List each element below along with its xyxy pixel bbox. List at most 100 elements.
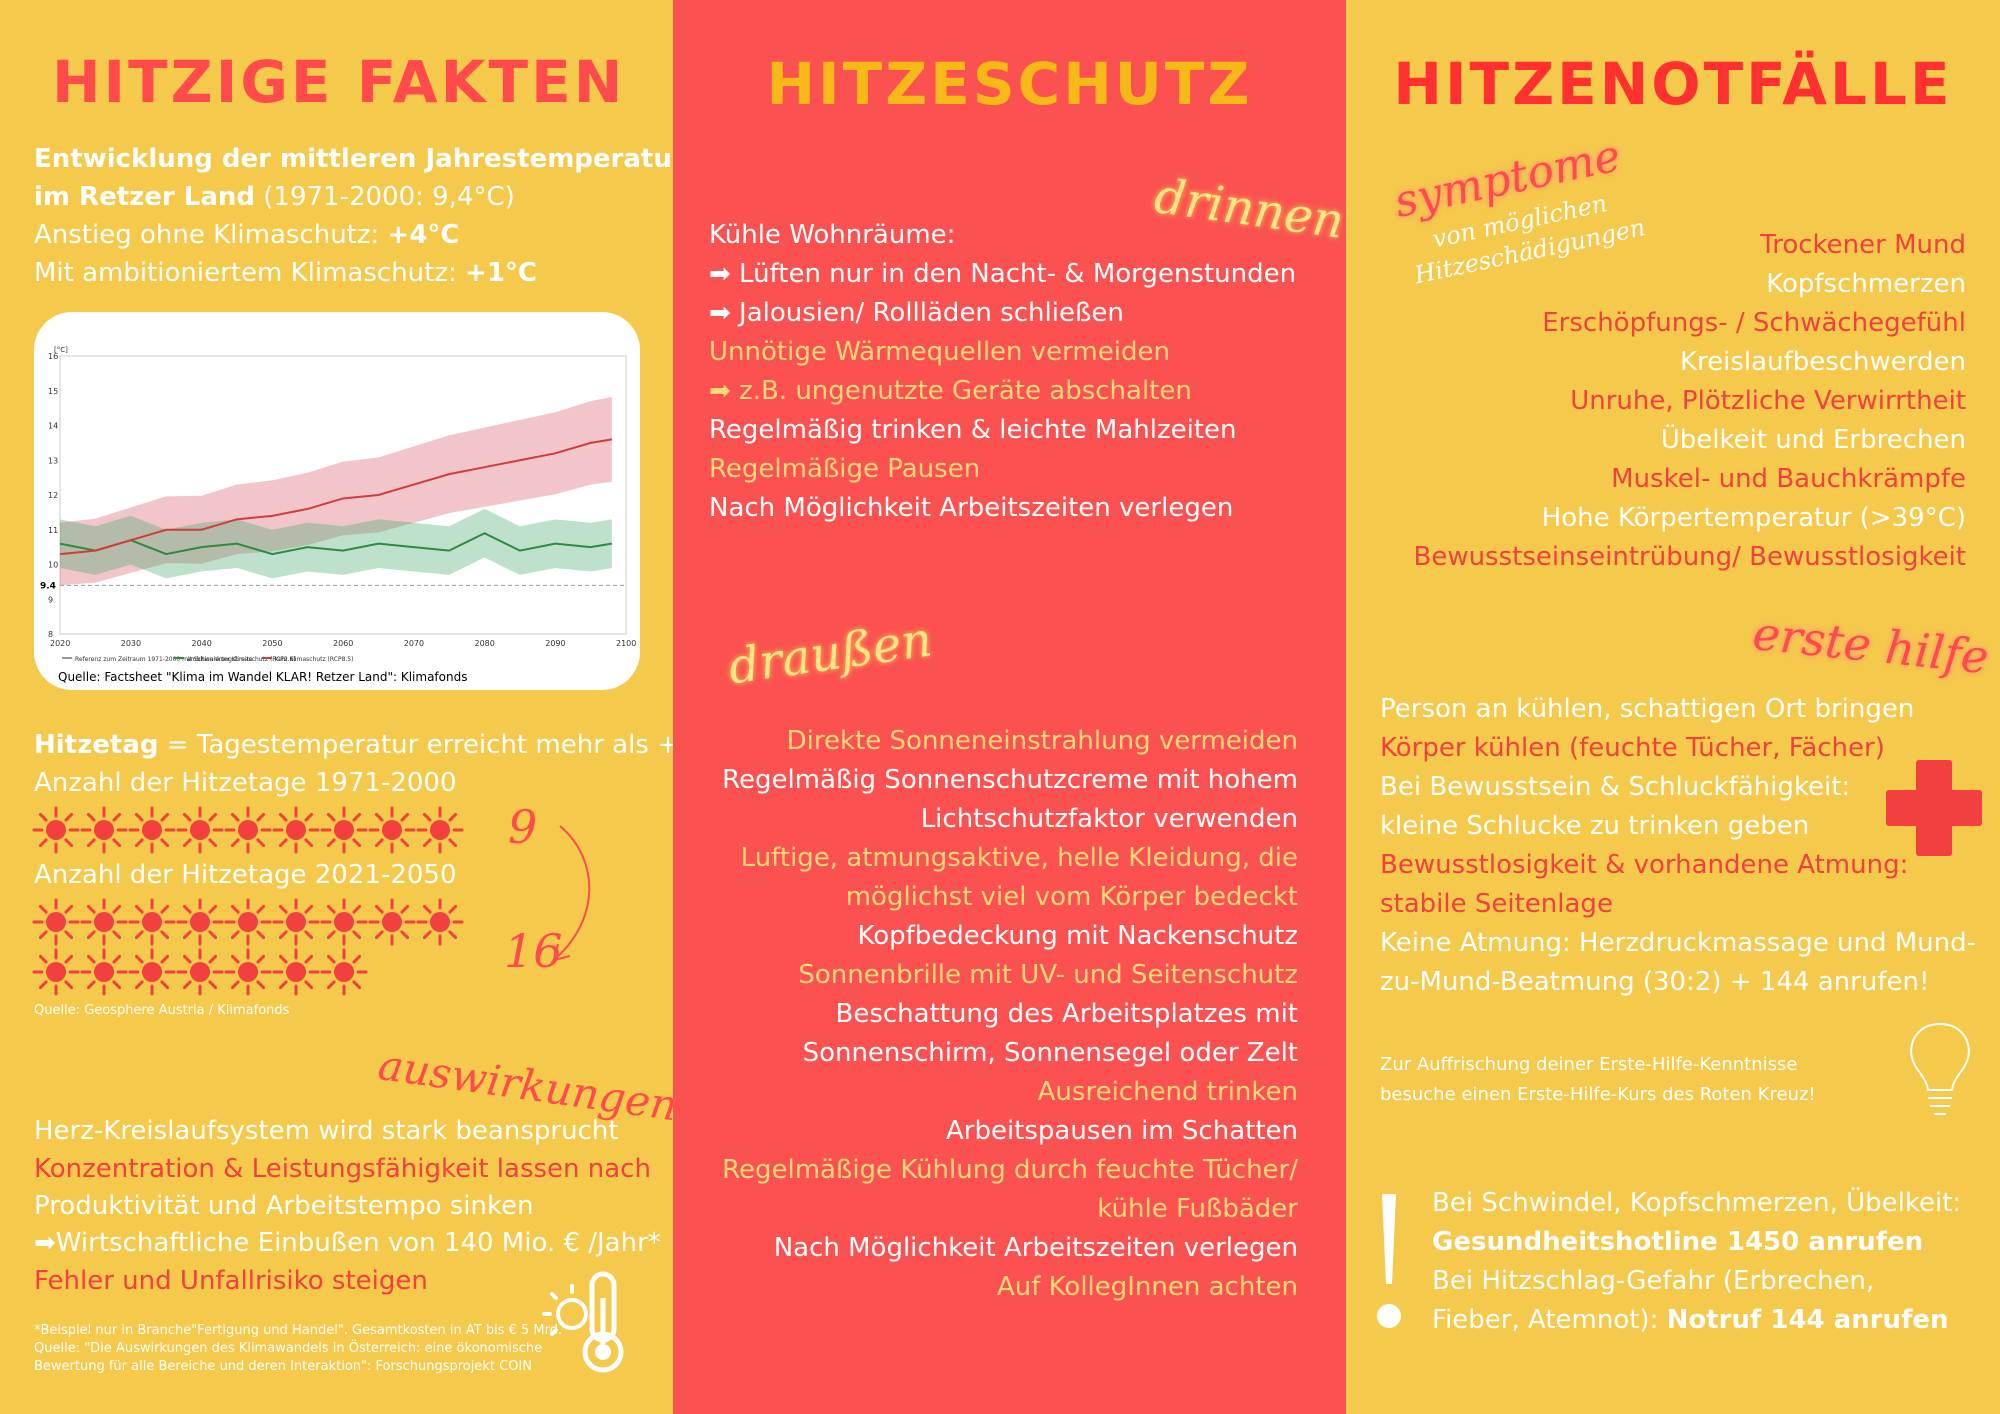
draussen-7: Sonnenbrille mit UV- und Seitenschutz [798, 960, 1298, 990]
sun-icon [320, 806, 368, 854]
column-hitzenotfaelle: HITZENOTFÄLLE symptome von möglichen Hit… [1346, 0, 2000, 1414]
draussen-heading: draußen [725, 611, 936, 696]
x-tick-2040: 2040 [192, 639, 212, 648]
sun-icon [272, 898, 320, 946]
title-hitzenotfaelle: HITZENOTFÄLLE [1393, 50, 1953, 118]
kurs-2: besuche einen Erste-Hilfe-Kurs des Roten… [1380, 1084, 1816, 1105]
sun-icon [224, 806, 272, 854]
effect-2: Konzentration & Leistungsfähigkeit lasse… [34, 1154, 651, 1184]
title-hitzige-fakten: HITZIGE FAKTEN [52, 48, 626, 116]
footnote-2: Quelle: "Die Auswirkungen des Klimawande… [34, 1341, 543, 1356]
y-tick-8: 8 [48, 630, 53, 639]
symptom-7: Muskel- und Bauchkrämpfe [1611, 464, 1966, 494]
sun-icon [320, 898, 368, 946]
symptom-5: Unruhe, Plötzliche Verwirrtheit [1570, 386, 1966, 416]
sun-icon [176, 948, 224, 996]
x-tick-2090: 2090 [545, 639, 565, 648]
y-tick-12: 12 [48, 491, 58, 500]
sun-icon [224, 898, 272, 946]
y-tick-9: 9 [48, 595, 53, 604]
sun-icon [32, 948, 80, 996]
x-tick-2020: 2020 [50, 639, 70, 648]
firstaid-3: Bei Bewusstsein & Schluckfähigkeit: [1380, 772, 1851, 802]
draussen-15: Auf KollegInnen achten [996, 1272, 1298, 1302]
draussen-14: Nach Möglichkeit Arbeitszeiten verlegen [773, 1233, 1298, 1263]
sun-icon [416, 806, 464, 854]
draussen-12: Regelmäßige Kühlung durch feuchte Tücher… [722, 1155, 1298, 1185]
draussen-2: Regelmäßig Sonnenschutzcreme mit hohem [722, 765, 1298, 795]
sun-icon [320, 948, 368, 996]
sun-row-1 [32, 806, 464, 854]
symptom-1: Trockener Mund [1760, 230, 1966, 260]
intro-bold-2: im Retzer Land [34, 182, 256, 212]
firstaid-2: Körper kühlen (feuchte Tücher, Fächer) [1380, 733, 1885, 763]
curved-arrow-icon [553, 825, 591, 961]
temperature-chart-box: 9.4 2020 2030 2040 2050 2060 2070 2080 2090 2100 8… [34, 312, 640, 690]
intro-line-2: im Retzer Land (1971-2000: 9,4°C) [34, 178, 515, 217]
column-hitzeschutz: HITZESCHUTZ drinnen Kühle Wohnräume: ➡ L… [673, 0, 1346, 1414]
line-mit-klimaschutz: Mit ambitioniertem Klimaschutz: +1°C [34, 254, 537, 293]
draussen-9: Sonnenschirm, Sonnensegel oder Zelt [802, 1038, 1298, 1068]
y-tick-14: 14 [48, 422, 58, 431]
symptom-3: Erschöpfungs- / Schwächegefühl [1542, 308, 1966, 338]
sun-thermometer-icon [542, 1271, 624, 1373]
sun-icon [416, 898, 464, 946]
sun-icon [32, 806, 80, 854]
drinnen-6: Regelmäßig trinken & leichte Mahlzeiten [709, 415, 1237, 445]
symptom-9: Bewusstseinseintrübung/ Bewusstlosigkeit [1413, 542, 1966, 572]
intro-rest: (1971-2000: 9,4°C) [255, 182, 515, 212]
effect-4: ➡Wirtschaftliche Einbußen von 140 Mio. €… [34, 1228, 661, 1258]
drinnen-7: Regelmäßige Pausen [709, 454, 981, 484]
drinnen-8: Nach Möglichkeit Arbeitszeiten verlegen [709, 493, 1234, 523]
legend-label-2: kein Klimaschutz (RCP8.5) [275, 656, 353, 663]
firstaid-5: Bewusstlosigkeit & vorhandene Atmung: [1380, 850, 1909, 880]
intro-bold: Entwicklung der mittleren Jahrestemperat… [34, 144, 673, 174]
drinnen-heading: drinnen [1151, 168, 1346, 250]
drinnen-2: ➡ Lüften nur in den Nacht- & Morgenstund… [709, 259, 1297, 289]
y-tick-15: 15 [48, 387, 58, 396]
effect-1: Herz-Kreislaufsystem wird stark beanspru… [34, 1116, 619, 1146]
symptom-8: Hohe Körpertemperatur (>39°C) [1541, 503, 1966, 533]
exclamation-icon [1377, 1194, 1401, 1328]
plot-area [59, 355, 627, 635]
intro-line-1: Entwicklung der mittleren Jahrestemperat… [34, 140, 673, 179]
hotline-4-label: Fieber, Atemnot): [1432, 1305, 1667, 1335]
series-line-1 [59, 438, 613, 556]
draussen-1: Direkte Sonneneinstrahlung vermeiden [786, 726, 1298, 756]
ohne-value: +4°C [387, 220, 460, 250]
line-ohne-klimaschutz: Anstieg ohne Klimaschutz: +4°C [34, 216, 460, 255]
sun-row-3 [32, 948, 368, 996]
temperature-chart: 9.4 2020 2030 2040 2050 2060 2070 2080 2090 2100 8… [40, 346, 636, 663]
x-tick-2080: 2080 [475, 639, 495, 648]
sun-icon [224, 948, 272, 996]
symptom-4: Kreislaufbeschwerden [1679, 347, 1966, 377]
footnote-3: Bewertung für alle Bereiche und deren In… [34, 1359, 532, 1374]
count2-label: Anzahl der Hitzetage 2021-2050 [34, 860, 457, 890]
lightbulb-icon [1910, 1022, 1970, 1115]
hotline-4-bold: Notruf 144 anrufen [1666, 1305, 1949, 1335]
x-tick-2030: 2030 [121, 639, 141, 648]
footnote-1: *Beispiel nur in Branche"Fertigung und H… [34, 1323, 563, 1338]
x-tick-2060: 2060 [333, 639, 353, 648]
sun-icon [80, 898, 128, 946]
ohne-label: Anstieg ohne Klimaschutz: [34, 220, 388, 250]
y-tick-16: 16 [48, 352, 58, 361]
x-tick-2050: 2050 [262, 639, 282, 648]
mit-label: Mit ambitioniertem Klimaschutz: [34, 258, 466, 288]
draussen-6: Kopfbedeckung mit Nackenschutz [857, 921, 1298, 951]
x-tick-2100: 2100 [616, 639, 636, 648]
draussen-3: Lichtschutzfaktor verwenden [920, 804, 1298, 834]
column-hitzige-fakten: HITZIGE FAKTEN Entwicklung der mittleren… [0, 0, 673, 1414]
effect-3: Produktivität und Arbeitstempo sinken [34, 1191, 534, 1221]
hitzetag-def: = Tagestemperatur erreicht mehr als +30°… [166, 730, 673, 760]
sun-icon [80, 806, 128, 854]
count1-label: Anzahl der Hitzetage 1971-2000 [34, 768, 457, 798]
hotline-3: Bei Hitzschlag-Gefahr (Erbrechen, [1432, 1266, 1875, 1296]
draussen-10: Ausreichend trinken [1037, 1077, 1298, 1107]
draussen-13: kühle Fußbäder [1097, 1194, 1298, 1224]
hotline-1: Bei Schwindel, Kopfschmerzen, Übelkeit: [1432, 1188, 1962, 1218]
firstaid-4: kleine Schlucke zu trinken geben [1380, 811, 1810, 841]
sun-icon [128, 806, 176, 854]
legend-label-0: Referenz zum Zeitraum 1971-2000 mit Schw… [75, 656, 253, 663]
